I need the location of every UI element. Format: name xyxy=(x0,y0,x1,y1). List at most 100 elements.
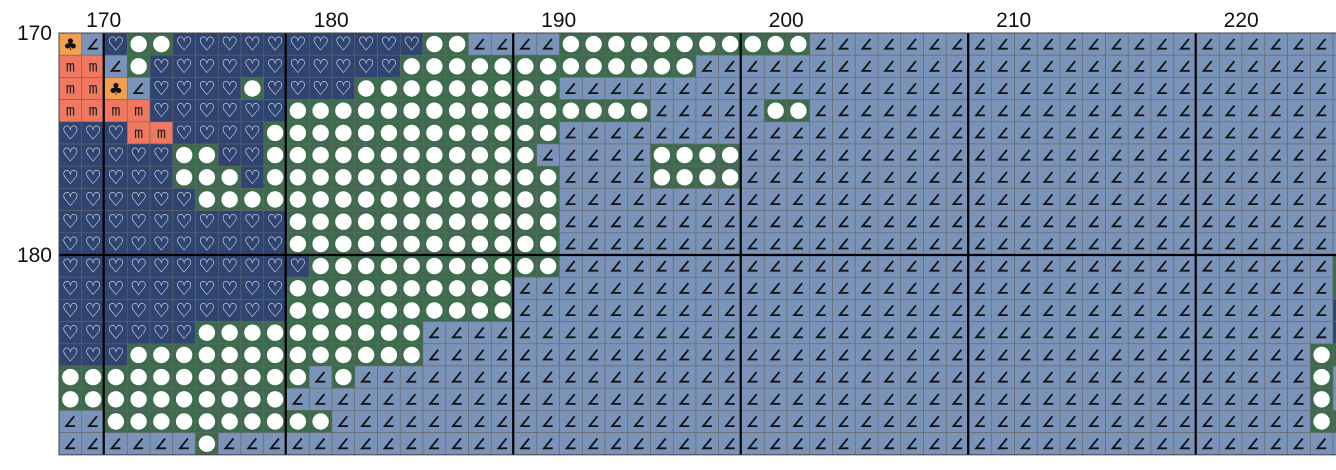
angle-symbol-icon xyxy=(974,349,985,361)
angle-symbol-icon xyxy=(1224,82,1236,94)
stitch-cell-angle-slate xyxy=(604,299,629,322)
stitch-cell-circle-green xyxy=(331,276,356,300)
heart-symbol-icon: ♡ xyxy=(267,211,284,233)
stitch-cell-angle-slate xyxy=(741,276,765,300)
stitch-cell-circle-green xyxy=(377,210,401,234)
circle-symbol-icon xyxy=(130,346,147,364)
stitch-cell-circle-green xyxy=(672,54,697,78)
angle-symbol-icon xyxy=(1270,215,1281,228)
stitch-cell-angle-slate xyxy=(923,365,947,389)
angle-symbol-icon xyxy=(542,282,553,294)
angle-symbol-icon xyxy=(1270,127,1281,139)
heart-symbol-icon: ♡ xyxy=(289,78,306,100)
stitch-cell-angle-slate xyxy=(1127,276,1152,300)
stitch-cell-angle-slate xyxy=(832,276,856,300)
stitch-cell-angle-slate xyxy=(627,254,651,278)
angle-symbol-icon xyxy=(428,349,439,361)
heart-symbol-icon: ♡ xyxy=(244,167,261,189)
stitch-cell-angle-slate xyxy=(991,410,1015,433)
stitch-cell-angle-slate xyxy=(1082,321,1106,345)
stitch-cell-angle-slate xyxy=(786,276,811,300)
circle-symbol-icon xyxy=(448,213,466,230)
stitch-cell-circle-green xyxy=(490,210,515,234)
stitch-cell-circle-green xyxy=(490,77,515,100)
stitch-cell-angle-slate xyxy=(627,432,651,456)
heart-symbol-icon: ♡ xyxy=(267,34,284,56)
stitch-cell-angle-slate xyxy=(991,276,1015,300)
angle-symbol-icon xyxy=(382,393,394,405)
angle-symbol-icon xyxy=(928,437,940,450)
stitch-cell-circle-green xyxy=(422,121,447,145)
stitch-cell-angle-slate xyxy=(854,299,879,322)
circle-symbol-icon xyxy=(380,235,398,253)
stitch-cell-heart-navy: ♡ xyxy=(58,143,83,167)
stitch-cell-heart-navy: ♡ xyxy=(240,32,265,56)
stitch-cell-angle-slate xyxy=(1082,77,1106,100)
circle-symbol-icon xyxy=(289,280,307,297)
angle-symbol-icon xyxy=(291,437,303,450)
stitch-cell-circle-green xyxy=(263,143,287,167)
angle-symbol-icon xyxy=(906,349,917,361)
stitch-cell-angle-slate xyxy=(968,99,993,123)
angle-symbol-icon xyxy=(1292,149,1304,161)
stitch-cell-heart-navy: ♡ xyxy=(126,299,151,322)
stitch-cell-circle-green xyxy=(672,143,697,167)
angle-symbol-icon xyxy=(746,326,758,339)
angle-symbol-icon xyxy=(223,437,235,450)
stitch-cell-circle-green xyxy=(1309,343,1334,367)
stitch-cell-circle-green xyxy=(195,165,219,189)
stitch-cell-circle-green xyxy=(308,210,333,234)
angle-symbol-icon xyxy=(519,371,530,383)
stitch-cell-heart-navy: ♡ xyxy=(126,210,151,233)
heart-symbol-icon: ♡ xyxy=(312,34,329,56)
circle-symbol-icon xyxy=(62,391,79,408)
circle-symbol-icon xyxy=(471,302,489,319)
stitch-cell-angle-slate xyxy=(513,365,538,389)
stitch-cell-heart-navy: ♡ xyxy=(104,121,128,144)
circle-symbol-icon xyxy=(198,146,216,164)
circle-symbol-icon xyxy=(335,191,352,208)
angle-symbol-icon xyxy=(1270,282,1281,294)
stitch-cell-circle-green xyxy=(195,343,219,367)
angle-symbol-icon xyxy=(655,193,667,205)
angle-symbol-icon xyxy=(1270,304,1281,316)
angle-symbol-icon xyxy=(883,127,894,139)
stitch-cell-heart-navy: ♡ xyxy=(399,32,424,56)
angle-symbol-icon xyxy=(633,437,644,450)
cell-background xyxy=(1332,143,1336,167)
stitch-cell-angle-slate xyxy=(1059,410,1084,433)
angle-symbol-icon xyxy=(496,326,508,339)
stitch-cell-angle-slate xyxy=(923,232,947,256)
stitch-cell-angle-slate xyxy=(1332,32,1336,56)
stitch-cell-angle-slate xyxy=(559,210,583,234)
stitch-cell-circle-green xyxy=(786,32,811,56)
stitch-cell-circle-green xyxy=(399,254,424,278)
stitch-cell-circle-green xyxy=(741,32,765,56)
angle-symbol-icon xyxy=(678,260,690,272)
angle-symbol-icon xyxy=(1088,127,1099,139)
stitch-cell-circle-green xyxy=(468,77,492,100)
stitch-cell-angle-slate xyxy=(1105,276,1129,300)
angle-symbol-icon xyxy=(1133,149,1145,161)
angle-symbol-icon xyxy=(837,326,849,339)
angle-symbol-icon xyxy=(1110,171,1122,183)
angle-symbol-icon xyxy=(792,437,803,450)
stitch-cell-angle-slate xyxy=(786,143,811,167)
stitch-cell-angle-slate xyxy=(1173,32,1197,56)
circle-symbol-icon xyxy=(403,280,420,297)
circle-symbol-icon xyxy=(426,169,443,186)
stitch-cell-circle-green xyxy=(695,32,720,56)
circle-symbol-icon xyxy=(289,124,307,142)
stitch-cell-circle-green xyxy=(445,99,469,123)
angle-symbol-icon xyxy=(610,349,621,361)
heart-symbol-icon: ♡ xyxy=(244,256,261,278)
stitch-cell-circle-green xyxy=(536,232,560,256)
angle-symbol-icon xyxy=(769,215,781,228)
stitch-cell-angle-slate xyxy=(1196,32,1220,56)
stitch-cell-angle-slate xyxy=(718,232,742,256)
stitch-cell-angle-slate xyxy=(809,143,833,167)
stitch-cell-angle-slate xyxy=(1173,121,1197,145)
stitch-cell-angle-slate xyxy=(650,77,674,100)
stitch-cell-angle-slate xyxy=(854,77,879,100)
angle-symbol-icon xyxy=(1019,393,1031,405)
